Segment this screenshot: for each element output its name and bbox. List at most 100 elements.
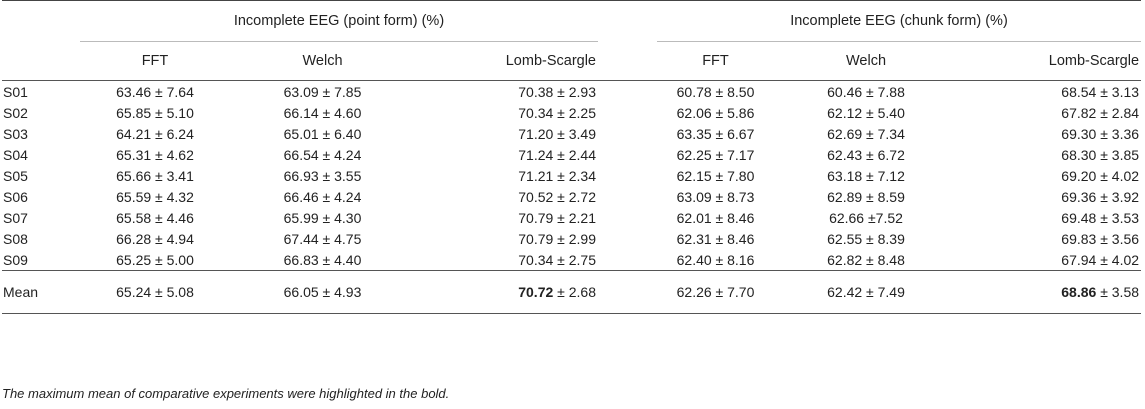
table-row: S03 64.21 ± 6.24 65.01 ± 6.40 71.20 ± 3.… bbox=[2, 123, 1141, 144]
cell-chunk-welch: 62.89 ± 8.59 bbox=[827, 188, 905, 205]
cell-point-welch: 66.83 ± 4.40 bbox=[283, 251, 362, 268]
cell-chunk-lomb-scargle: 69.83 ± 3.56 bbox=[1061, 230, 1140, 247]
table-row: S09 65.25 ± 5.00 66.83 ± 4.40 70.34 ± 2.… bbox=[2, 249, 1141, 271]
row-label: S02 bbox=[3, 104, 28, 121]
cell-chunk-welch: 62.12 ± 5.40 bbox=[827, 104, 905, 121]
row-label: S09 bbox=[3, 251, 28, 268]
table-row: S05 65.66 ± 3.41 66.93 ± 3.55 71.21 ± 2.… bbox=[2, 165, 1141, 186]
mean-row: Mean 65.24 ± 5.08 66.05 ± 4.93 70.72 ± 2… bbox=[2, 270, 1142, 314]
mean-chunk-lomb-scargle-rest: ± 3.58 bbox=[1096, 284, 1140, 300]
cell-chunk-fft: 62.25 ± 7.17 bbox=[676, 146, 755, 163]
cell-chunk-lomb-scargle: 69.48 ± 3.53 bbox=[1061, 209, 1140, 226]
cell-point-fft: 65.58 ± 4.46 bbox=[116, 209, 194, 226]
cell-chunk-fft: 62.40 ± 8.16 bbox=[676, 251, 755, 268]
cell-point-welch: 67.44 ± 4.75 bbox=[283, 230, 362, 247]
cell-point-lomb-scargle: 71.24 ± 2.44 bbox=[518, 146, 596, 163]
mean-chunk-fft: 62.26 ± 7.70 bbox=[657, 270, 774, 314]
cell-chunk-fft: 62.06 ± 5.86 bbox=[676, 104, 755, 121]
cell-chunk-fft: 62.15 ± 7.80 bbox=[676, 167, 755, 184]
row-label: S07 bbox=[3, 209, 28, 226]
cell-chunk-lomb-scargle: 69.20 ± 4.02 bbox=[1061, 167, 1140, 184]
mean-point-lomb-scargle: 70.72 ± 2.68 bbox=[415, 270, 598, 314]
table-row: S04 65.31 ± 4.62 66.54 ± 4.24 71.24 ± 2.… bbox=[2, 144, 1141, 165]
cell-point-welch: 66.54 ± 4.24 bbox=[283, 146, 362, 163]
cell-point-fft: 64.21 ± 6.24 bbox=[116, 125, 194, 142]
cell-point-welch: 65.99 ± 4.30 bbox=[283, 209, 362, 226]
cell-point-fft: 65.59 ± 4.32 bbox=[116, 188, 194, 205]
row-label: S04 bbox=[3, 146, 28, 163]
cell-point-fft: 63.46 ± 7.64 bbox=[116, 83, 194, 100]
cell-point-fft: 66.28 ± 4.94 bbox=[116, 230, 194, 247]
column-header-point-welch: Welch bbox=[230, 41, 415, 81]
mean-row-label: Mean bbox=[2, 270, 80, 314]
column-header-point-fft: FFT bbox=[80, 41, 230, 81]
cell-chunk-fft: 60.78 ± 8.50 bbox=[676, 83, 755, 100]
cell-chunk-lomb-scargle: 67.82 ± 2.84 bbox=[1061, 104, 1140, 121]
cell-chunk-welch: 62.82 ± 8.48 bbox=[827, 251, 905, 268]
results-table: Incomplete EEG (point form) (%) Incomple… bbox=[2, 0, 1142, 314]
header-corner bbox=[2, 1, 80, 42]
group-header-row: Incomplete EEG (point form) (%) Incomple… bbox=[2, 0, 1142, 42]
cell-chunk-fft: 62.01 ± 8.46 bbox=[676, 209, 755, 226]
table-footnote: The maximum mean of comparative experime… bbox=[2, 386, 450, 401]
cell-point-lomb-scargle: 70.79 ± 2.21 bbox=[518, 209, 596, 226]
header-gap bbox=[598, 1, 657, 42]
column-header-chunk-lomb-scargle: Lomb-Scargle bbox=[958, 41, 1142, 81]
column-header-chunk-welch: Welch bbox=[774, 41, 958, 81]
cell-point-lomb-scargle: 70.38 ± 2.93 bbox=[518, 83, 596, 100]
cell-point-welch: 66.46 ± 4.24 bbox=[283, 188, 362, 205]
mean-chunk-lomb-scargle: 68.86 ± 3.58 bbox=[958, 270, 1142, 314]
cell-chunk-welch: 62.43 ± 6.72 bbox=[827, 146, 905, 163]
cell-point-welch: 63.09 ± 7.85 bbox=[283, 83, 362, 100]
mean-point-fft: 65.24 ± 5.08 bbox=[80, 270, 230, 314]
cell-point-lomb-scargle: 70.34 ± 2.25 bbox=[518, 104, 596, 121]
cell-chunk-lomb-scargle: 69.30 ± 3.36 bbox=[1061, 125, 1140, 142]
cell-point-welch: 65.01 ± 6.40 bbox=[283, 125, 362, 142]
cell-chunk-fft: 62.31 ± 8.46 bbox=[676, 230, 755, 247]
table-row: S08 66.28 ± 4.94 67.44 ± 4.75 70.79 ± 2.… bbox=[2, 228, 1141, 249]
column-header-subject bbox=[2, 41, 80, 81]
cell-point-welch: 66.93 ± 3.55 bbox=[283, 167, 362, 184]
row-label: S05 bbox=[3, 167, 28, 184]
column-header-row: FFT Welch Lomb-Scargle FFT Welch Lomb-Sc… bbox=[2, 41, 1142, 81]
cell-chunk-lomb-scargle: 69.36 ± 3.92 bbox=[1061, 188, 1140, 205]
cell-point-fft: 65.66 ± 3.41 bbox=[116, 167, 194, 184]
mean-point-lomb-scargle-bold: 70.72 bbox=[518, 284, 554, 300]
cell-point-lomb-scargle: 70.79 ± 2.99 bbox=[518, 230, 596, 247]
cell-point-welch: 66.14 ± 4.60 bbox=[283, 104, 362, 121]
column-header-gap bbox=[598, 41, 657, 81]
row-label: S08 bbox=[3, 230, 28, 247]
table-row: S02 65.85 ± 5.10 66.14 ± 4.60 70.34 ± 2.… bbox=[2, 102, 1141, 123]
cell-point-lomb-scargle: 71.20 ± 3.49 bbox=[518, 125, 596, 142]
cell-chunk-welch: 62.66 ±7.52 bbox=[829, 209, 903, 226]
column-header-chunk-fft: FFT bbox=[657, 41, 774, 81]
row-label: S03 bbox=[3, 125, 28, 142]
cell-chunk-welch: 63.18 ± 7.12 bbox=[827, 167, 905, 184]
mean-point-lomb-scargle-rest: ± 2.68 bbox=[553, 284, 596, 300]
cell-chunk-fft: 63.35 ± 6.67 bbox=[676, 125, 755, 142]
cell-chunk-welch: 62.55 ± 8.39 bbox=[827, 230, 905, 247]
cell-chunk-lomb-scargle: 67.94 ± 4.02 bbox=[1061, 251, 1140, 268]
cell-point-fft: 65.25 ± 5.00 bbox=[116, 251, 194, 268]
mean-point-welch: 66.05 ± 4.93 bbox=[230, 270, 415, 314]
column-header-point-lomb-scargle: Lomb-Scargle bbox=[415, 41, 598, 81]
mean-chunk-welch: 62.42 ± 7.49 bbox=[774, 270, 958, 314]
cell-point-lomb-scargle: 70.34 ± 2.75 bbox=[518, 251, 596, 268]
row-label: S01 bbox=[3, 83, 28, 100]
cell-point-fft: 65.31 ± 4.62 bbox=[116, 146, 194, 163]
group-header-chunk-form: Incomplete EEG (chunk form) (%) bbox=[657, 0, 1142, 42]
cell-chunk-lomb-scargle: 68.30 ± 3.85 bbox=[1061, 146, 1140, 163]
cell-point-lomb-scargle: 71.21 ± 2.34 bbox=[518, 167, 596, 184]
table-row: S07 65.58 ± 4.46 65.99 ± 4.30 70.79 ± 2.… bbox=[2, 207, 1141, 228]
cell-chunk-fft: 63.09 ± 8.73 bbox=[676, 188, 755, 205]
table-row: S06 65.59 ± 4.32 66.46 ± 4.24 70.52 ± 2.… bbox=[2, 186, 1141, 207]
cell-chunk-lomb-scargle: 68.54 ± 3.13 bbox=[1061, 83, 1140, 100]
cell-point-lomb-scargle: 70.52 ± 2.72 bbox=[518, 188, 596, 205]
mean-chunk-lomb-scargle-bold: 68.86 bbox=[1061, 284, 1097, 300]
group-header-point-form: Incomplete EEG (point form) (%) bbox=[80, 0, 598, 42]
cell-point-fft: 65.85 ± 5.10 bbox=[116, 104, 194, 121]
row-label: S06 bbox=[3, 188, 28, 205]
cell-chunk-welch: 60.46 ± 7.88 bbox=[827, 83, 905, 100]
table-row: S01 63.46 ± 7.64 63.09 ± 7.85 70.38 ± 2.… bbox=[2, 81, 1141, 103]
